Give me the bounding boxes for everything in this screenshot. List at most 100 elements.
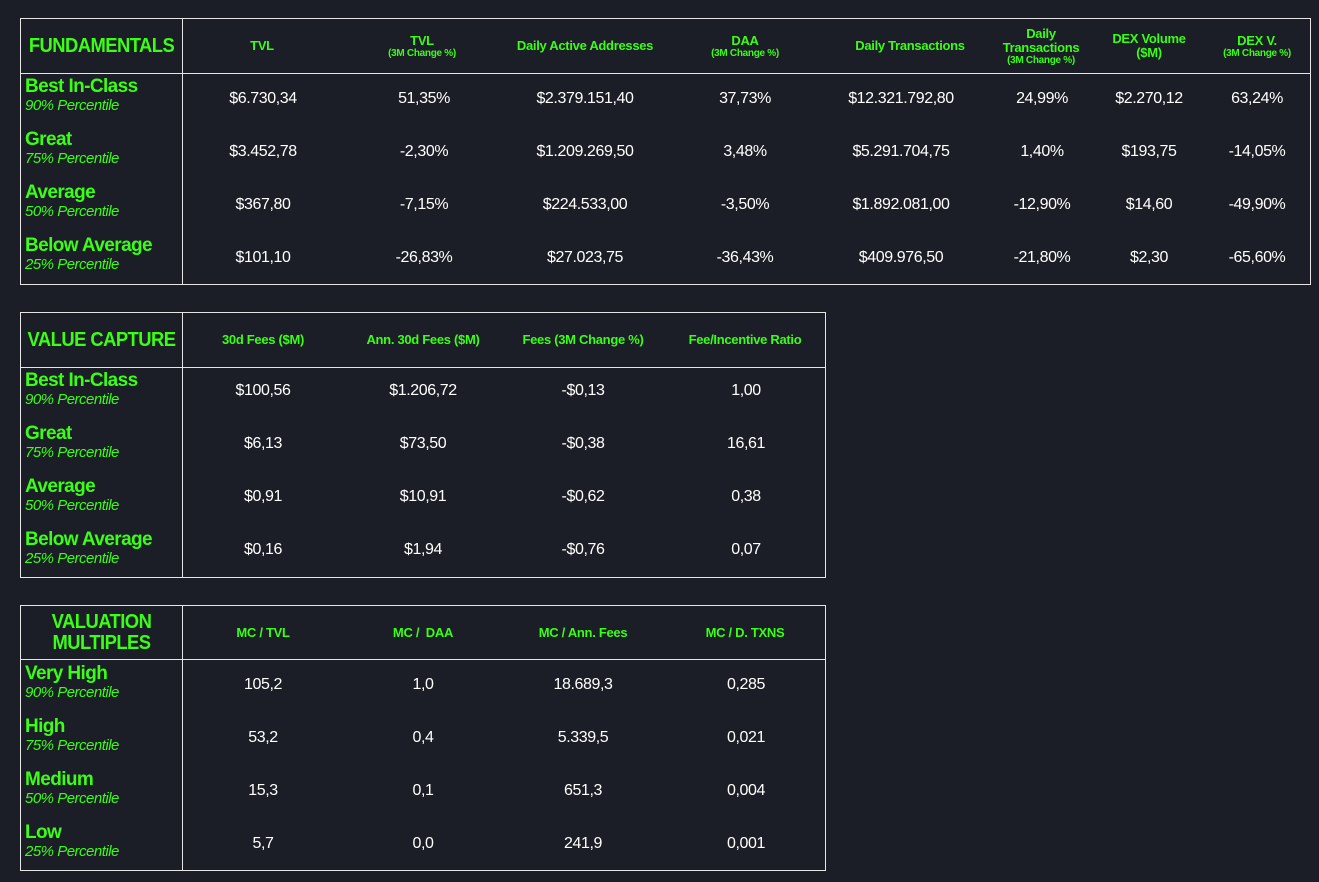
- row-label: Medium: [25, 769, 94, 790]
- table-cell: $12.321.792,80: [848, 90, 954, 107]
- column-header-label: TVL: [410, 32, 434, 48]
- table-divider: [182, 313, 183, 577]
- column-header-fee-incentive-ratio: Fee/Incentive Ratio: [663, 313, 827, 367]
- table-cell: $10,91: [399, 488, 447, 505]
- column-header-30d-fees: 30d Fees ($M): [183, 313, 343, 367]
- table-cell: -$0,38: [561, 435, 605, 452]
- table-cell: $14,60: [1125, 196, 1173, 213]
- table-cell: 18.689,3: [553, 676, 613, 693]
- row-label: Low: [25, 822, 62, 843]
- table-cell: 15,3: [248, 782, 278, 799]
- table-cell: -3,50%: [720, 196, 770, 213]
- table-cell: $224.533,00: [542, 196, 628, 213]
- row-percentile: 50% Percentile: [25, 790, 119, 807]
- column-header-label: Daily Transactions: [1002, 25, 1080, 55]
- table-cell: 3,48%: [723, 143, 767, 160]
- table-cell: -12,90%: [1013, 196, 1071, 213]
- column-header-sublabel: (3M Change %): [711, 47, 779, 59]
- column-header-dex-volume: DEX Volume ($M): [1104, 19, 1194, 73]
- table-cell: -26,83%: [395, 249, 453, 266]
- table-cell: $1.206,72: [389, 382, 457, 399]
- table-cell: -$0,13: [561, 382, 605, 399]
- table-cell: 24,99%: [1016, 90, 1068, 107]
- row-label-medium: Medium 50% Percentile: [25, 769, 119, 807]
- column-header-label: MC / Ann. Fees: [538, 624, 628, 640]
- table-cell: 16,61: [726, 435, 766, 452]
- table-cell: $2.270,12: [1115, 90, 1183, 107]
- column-header-label: Daily Transactions: [855, 38, 965, 53]
- table-cell: 1,0: [412, 676, 434, 693]
- table-cell: 0,021: [726, 729, 766, 746]
- column-header-sublabel: (3M Change %): [1007, 54, 1075, 66]
- table-cell: 63,24%: [1231, 90, 1283, 107]
- table-cell: -$0,62: [561, 488, 605, 505]
- table-cell: 0,1: [412, 782, 434, 799]
- table-cell: $101,10: [235, 249, 291, 266]
- row-label-best-in-class: Best In-Class 90% Percentile: [25, 370, 138, 408]
- row-label: Best In-Class: [25, 76, 138, 97]
- column-header-label: Daily Active Addresses: [516, 38, 654, 53]
- table-cell: $367,80: [235, 196, 291, 213]
- table-cell: 0,4: [412, 729, 434, 746]
- row-percentile: 25% Percentile: [25, 843, 119, 860]
- row-percentile: 25% Percentile: [25, 256, 119, 273]
- value-capture-header-row: [21, 313, 825, 368]
- table-cell: 0,0: [412, 835, 434, 852]
- valuation-multiples-title: VALUATION MULTIPLES: [51, 610, 152, 654]
- valuation-multiples-table: VALUATION MULTIPLES MC / TVL MC / DAA MC…: [20, 605, 826, 871]
- column-header-label: Fees (3M Change %): [522, 332, 644, 347]
- table-cell: $193,75: [1121, 143, 1177, 160]
- column-header-mc-d-txns: MC / D. TXNS: [663, 606, 827, 659]
- column-header-daily-transactions: Daily Transactions: [835, 19, 985, 73]
- table-cell: 1,00: [731, 382, 761, 399]
- table-cell: 105,2: [243, 676, 283, 693]
- table-cell: $409.976,50: [858, 249, 944, 266]
- column-header-label: Fee/Incentive Ratio: [688, 332, 802, 347]
- table-cell: -$0,76: [561, 541, 605, 558]
- row-percentile: 90% Percentile: [25, 391, 119, 408]
- column-header-label: MC / DAA: [392, 624, 454, 640]
- table-cell: 0,001: [726, 835, 766, 852]
- table-cell: 1,40%: [1020, 143, 1064, 160]
- row-percentile: 75% Percentile: [25, 737, 119, 754]
- table-cell: -21,80%: [1013, 249, 1071, 266]
- column-header-sublabel: (3M Change %): [388, 47, 456, 59]
- table-cell: 0,38: [731, 488, 761, 505]
- column-header-tvl-change: TVL (3M Change %): [352, 19, 492, 73]
- row-label: Great: [25, 423, 72, 444]
- table-cell: -65,60%: [1228, 249, 1286, 266]
- table-cell: -49,90%: [1228, 196, 1286, 213]
- table-cell: $1.892.081,00: [852, 196, 950, 213]
- row-label: Average: [25, 182, 96, 203]
- table-cell: $0,16: [243, 541, 283, 558]
- row-label: Average: [25, 476, 96, 497]
- table-cell: $5.291.704,75: [852, 143, 950, 160]
- table-cell: $0,91: [243, 488, 283, 505]
- table-cell: $73,50: [399, 435, 447, 452]
- table-cell: $6,13: [243, 435, 283, 452]
- table-cell: $1,94: [403, 541, 443, 558]
- table-cell: 5,7: [252, 835, 274, 852]
- column-header-fees-change: Fees (3M Change %): [503, 313, 663, 367]
- column-header-label: MC / D. TXNS: [705, 624, 785, 640]
- table-cell: -2,30%: [399, 143, 449, 160]
- row-label: Below Average: [25, 235, 153, 256]
- column-header-label: DEX Volume ($M): [1112, 31, 1186, 60]
- table-cell: $27.023,75: [546, 249, 624, 266]
- value-capture-table: VALUE CAPTURE 30d Fees ($M) Ann. 30d Fee…: [20, 312, 826, 578]
- value-capture-title: VALUE CAPTURE: [27, 328, 176, 351]
- row-label: Very High: [25, 663, 108, 684]
- row-percentile: 75% Percentile: [25, 444, 119, 461]
- table-divider: [182, 606, 183, 870]
- column-header-tvl: TVL: [192, 19, 332, 73]
- column-header-label: Ann. 30d Fees ($M): [366, 332, 480, 347]
- row-label-great: Great 75% Percentile: [25, 129, 119, 167]
- column-header-ann-30d-fees: Ann. 30d Fees ($M): [343, 313, 503, 367]
- column-header-sublabel: (3M Change %): [1223, 47, 1291, 59]
- column-header-mc-ann-fees: MC / Ann. Fees: [503, 606, 663, 659]
- fundamentals-header-row: [21, 19, 1310, 74]
- row-label: Below Average: [25, 529, 153, 550]
- table-cell: 241,9: [563, 835, 603, 852]
- row-label-high: High 75% Percentile: [25, 716, 119, 754]
- row-percentile: 50% Percentile: [25, 203, 119, 220]
